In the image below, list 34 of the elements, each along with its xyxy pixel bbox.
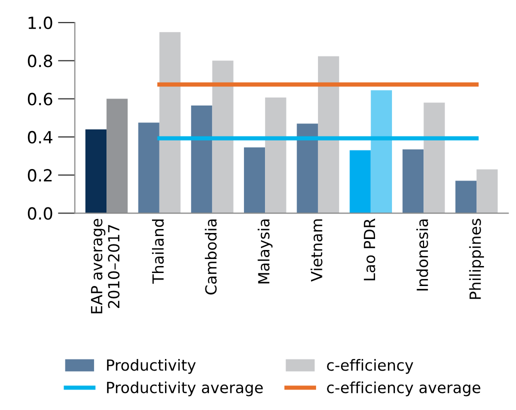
bar (106, 98, 128, 214)
y-tick-label: 0.8 (28, 54, 52, 68)
x-tick-label: Malaysia (258, 219, 273, 284)
x-tick-label: Thailand (152, 219, 164, 284)
x-tick-label: Philippines (469, 218, 484, 299)
legend-label: c-efficiency average (327, 381, 480, 396)
bar (370, 90, 392, 214)
y-tick-label: 1.0 (28, 16, 52, 30)
bar (350, 150, 371, 214)
bar (138, 122, 160, 214)
legend-label: Productivity average (107, 381, 263, 396)
bar (191, 105, 212, 214)
y-tick-label: 0.2 (28, 169, 52, 182)
bar (85, 129, 107, 214)
y-tick-label: 0.6 (28, 92, 52, 106)
x-tick-label: Lao PDR (364, 218, 376, 280)
x-tick-label: Cambodia (204, 219, 217, 294)
bar (212, 60, 234, 214)
bar (265, 97, 286, 214)
bar (402, 149, 424, 214)
bar (159, 32, 181, 214)
y-tick-label: 0.0 (28, 207, 52, 220)
legend-label: c-efficiency (327, 359, 414, 374)
legend-label: Productivity (107, 359, 196, 374)
bar (244, 147, 266, 214)
x-tick-label: Indonesia (416, 219, 428, 290)
bar (318, 56, 340, 214)
bar (424, 102, 445, 214)
y-tick-label: 0.4 (28, 130, 52, 144)
bar (296, 124, 318, 214)
x-tick-label: Vietnam (310, 219, 322, 282)
bar (455, 180, 477, 214)
bar (476, 169, 498, 214)
x-tick-label: EAP average 2010–2017 (91, 218, 120, 314)
